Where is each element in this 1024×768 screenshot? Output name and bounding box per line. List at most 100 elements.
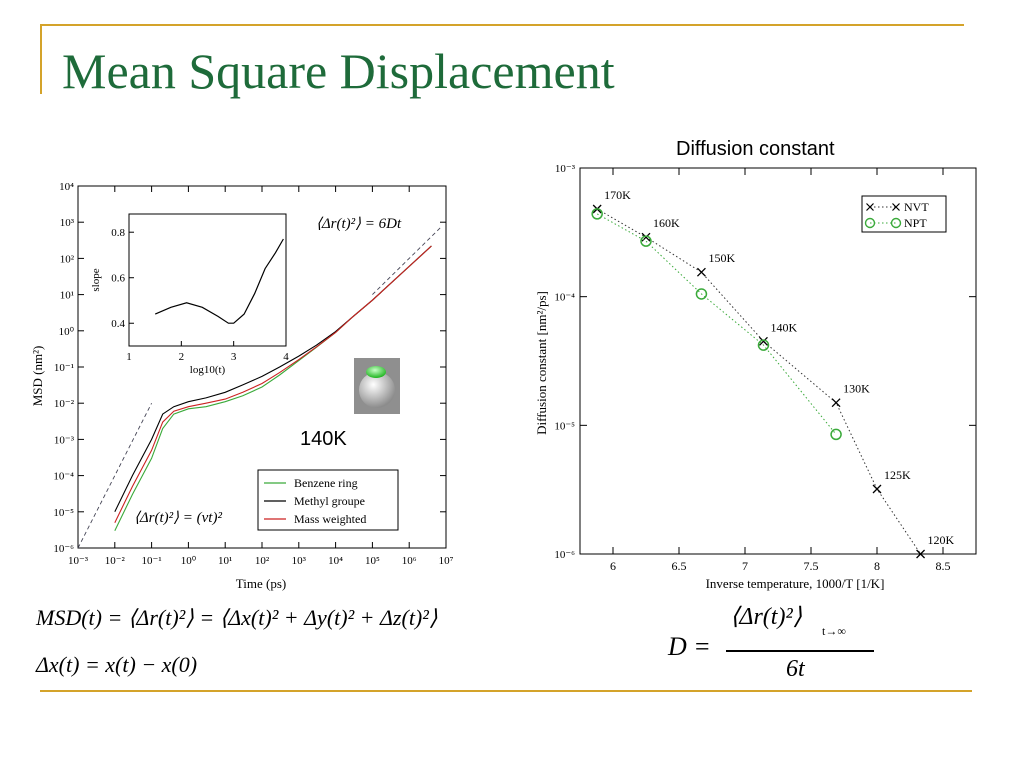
msd-legend-label: Benzene ring (294, 476, 358, 490)
msd-reference-line-ballistic (77, 402, 153, 549)
msd-reference-lines (77, 227, 441, 549)
msd-x-tick-label: 10⁶ (402, 555, 417, 567)
msd-definition: MSD(t) = ⟨Δr(t)²⟩ = ⟨Δx(t)² + Δy(t)² + Δ… (36, 605, 438, 630)
inset-x-tick-label: 2 (179, 351, 185, 363)
msd-y-tick-label: 10⁻¹ (54, 362, 74, 374)
msd-y-tick-label: 10⁻⁶ (53, 543, 74, 555)
temperature-label: 140K (300, 428, 347, 450)
msd-y-tick-label: 10⁻⁵ (53, 507, 74, 519)
npt-point-marker (830, 428, 842, 441)
diffusion-axes: 6 6.5 7 7.5 8 8.5 10⁻⁶ 10⁻⁵ 10⁻⁴ 10⁻³ (554, 163, 977, 573)
msd-y-tick-label: 10⁴ (59, 181, 74, 193)
diffusion-legend-marker (864, 217, 876, 229)
diffusion-plot-frame (579, 167, 977, 555)
diffusion-legend-box (861, 195, 947, 233)
nvt-point-marker (872, 484, 882, 494)
inset-y-tick-label: 0.6 (111, 273, 125, 285)
msd-x-tick-label: 10² (255, 555, 270, 567)
diffusion-x-tick-label: 6.5 (672, 559, 687, 573)
npt-point-marker (640, 235, 652, 247)
slide-title: Mean Square Displacement (62, 43, 615, 99)
inset-y-tick-label: 0.4 (111, 318, 125, 330)
diffusion-legend-marker (890, 217, 902, 229)
inset-x-tick-label: 1 (126, 351, 132, 363)
diffusion-y-tick-label: 10⁻³ (555, 163, 576, 175)
msd-ylabel: MSD (nm²) (30, 346, 45, 407)
bottom-accent-line (40, 690, 972, 692)
diffusion-legend-marker (892, 203, 900, 211)
inset-xlabel: log10(t) (190, 364, 226, 376)
msd-x-tick-label: 10¹ (218, 555, 232, 567)
msd-legend-label: Methyl groupe (294, 494, 365, 508)
msd-y-tick-label: 10⁻² (54, 398, 75, 410)
diffusion-x-tick-label: 6 (610, 559, 616, 573)
msd-y-tick-label: 10¹ (60, 290, 74, 302)
msd-x-tick-label: 10⁴ (328, 555, 343, 567)
diffusion-formula: D = ⟨Δr(t)²⟩ t→∞ 6t (668, 602, 888, 690)
dx-definition: Δx(t) = x(t) − x(0) (36, 652, 198, 677)
msd-legend: Benzene ring Methyl groupe Mass weighted (257, 469, 399, 531)
msd-y-tick-label: 10² (60, 253, 75, 265)
left-accent-line (40, 24, 42, 94)
msd-x-tick-label: 10⁻² (105, 555, 126, 567)
diffusion-chart: 6 6.5 7 7.5 8 8.5 10⁻⁶ 10⁻⁵ 10⁻⁴ 10⁻³ 170K 160K 150… (534, 163, 977, 591)
inset-x-tick-label: 3 (231, 351, 237, 363)
msd-x-tick-label: 10⁰ (181, 555, 197, 567)
diffusion-y-tick-label: 10⁻⁶ (554, 549, 575, 561)
npt-point-marker (695, 288, 708, 300)
diffusion-legend: NVT NPT (861, 195, 947, 233)
diffusion-x-tick-label: 8 (874, 559, 880, 573)
msd-x-tick-label: 10⁻³ (68, 555, 89, 567)
msd-annotation-ballistic: ⟨Δr(t)²⟩ = (vt)² (134, 510, 222, 526)
msd-inset: 1 2 3 4 0.4 0.6 0.8 log10(t) slope (90, 213, 289, 376)
msd-y-tick-label: 10⁰ (59, 326, 75, 338)
diffusion-ylabel: Diffusion constant [nm²/ps] (534, 291, 549, 435)
diffusion-legend-label: NPT (904, 216, 927, 230)
msd-y-tick-label: 10³ (60, 217, 75, 229)
msd-x-tick-label: 10⁻¹ (142, 555, 162, 567)
diffusion-y-tick-label: 10⁻⁵ (554, 420, 575, 432)
inset-frame (128, 213, 287, 347)
temperature-point-label: 160K (653, 216, 680, 230)
msd-y-tick-label: 10⁻⁴ (53, 471, 74, 483)
msd-x-tick-label: 10⁵ (365, 555, 380, 567)
inset-slope-line (154, 238, 284, 324)
formula-denominator: 6t (786, 656, 805, 682)
nvt-point-marker (696, 267, 706, 277)
msd-legend-label: Mass weighted (294, 512, 366, 526)
benzene-molecule-icon (354, 358, 400, 414)
inset-ylabel: slope (90, 268, 102, 291)
msd-annotation-diffusive: ⟨Δr(t)²⟩ = 6Dt (316, 216, 402, 232)
msd-x-tick-label: 10³ (292, 555, 307, 567)
temperature-point-label: 130K (843, 382, 870, 396)
top-accent-line (40, 24, 964, 26)
diffusion-series: 170K 160K 150K 140K 130K 125K 120K (591, 188, 955, 559)
msd-chart: 10⁻³ 10⁻² 10⁻¹ 10⁰ 10¹ 10² 10³ 10⁴ 10⁵ 10⁶ 10⁷ 10⁻⁶… (30, 181, 454, 591)
msd-legend-box (257, 469, 399, 531)
temperature-point-label: 150K (708, 251, 735, 265)
diffusion-xlabel: Inverse temperature, 1000/T [1/K] (706, 576, 885, 591)
formula-lhs: D = (668, 632, 711, 661)
formula-numerator: ⟨Δr(t)²⟩ (730, 604, 802, 630)
diffusion-legend-marker (866, 203, 874, 211)
inset-y-tick-label: 0.8 (111, 227, 125, 239)
msd-series-line-mass-weighted (114, 245, 432, 523)
msd-series (114, 245, 432, 531)
diffusion-x-tick-label: 7.5 (804, 559, 819, 573)
temperature-point-label: 170K (604, 188, 631, 202)
npt-point-marker (757, 339, 770, 351)
diffusion-series-line-npt (596, 213, 837, 435)
right-chart-title: Diffusion constant (676, 138, 835, 160)
formula-fraction-bar (726, 650, 874, 652)
diffusion-series-line-nvt (596, 208, 922, 555)
temperature-point-label: 125K (884, 468, 911, 482)
diffusion-legend-label: NVT (904, 200, 929, 214)
msd-reference-line-diffusive (372, 227, 441, 295)
diffusion-x-tick-label: 7 (742, 559, 748, 573)
temperature-point-label: 120K (928, 533, 955, 547)
msd-x-tick-label: 10⁷ (439, 555, 454, 567)
nvt-point-marker (831, 398, 841, 408)
temperature-point-label: 140K (770, 320, 797, 334)
msd-axes: 10⁻³ 10⁻² 10⁻¹ 10⁰ 10¹ 10² 10³ 10⁴ 10⁵ 10⁶ 10⁷ 10⁻⁶… (53, 181, 453, 567)
npt-point-marker (591, 208, 603, 220)
